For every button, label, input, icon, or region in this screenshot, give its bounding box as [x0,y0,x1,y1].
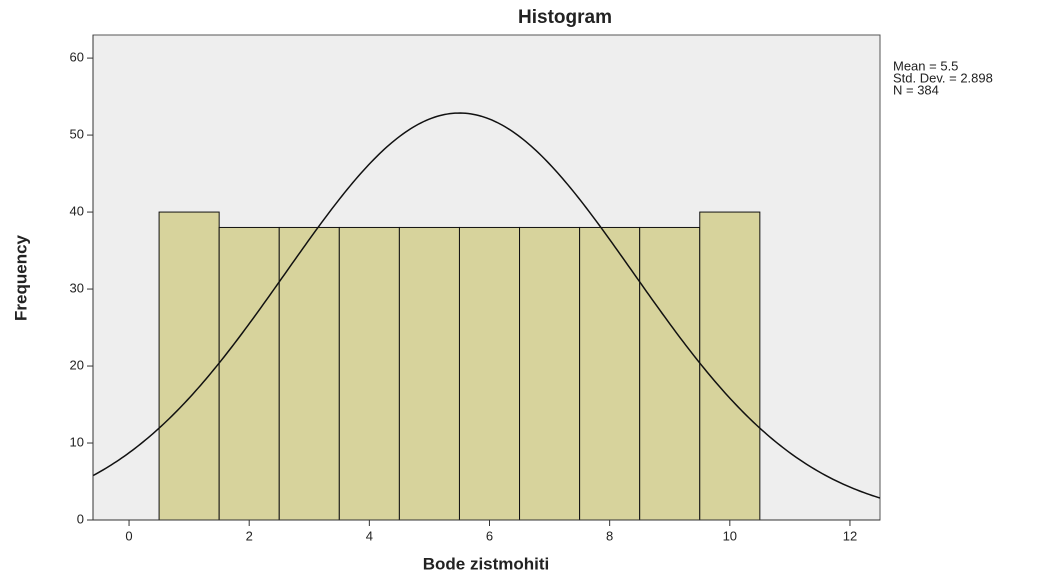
x-tick-label: 12 [843,528,857,543]
x-tick-label: 6 [486,528,493,543]
y-tick-label: 10 [70,434,84,449]
bar [579,226,641,521]
bars [158,211,761,521]
bar [338,226,400,521]
bar [158,211,220,521]
bar [278,226,340,521]
bar [398,226,460,521]
stat-label: Std. Dev. = 2.898 [893,70,993,85]
y-tick-label: 0 [77,511,84,526]
chart-title: Histogram [518,7,612,28]
stat-label: Mean = 5.5 [893,58,958,73]
bar [218,226,280,521]
bar [519,226,581,521]
x-tick-label: 10 [723,528,737,543]
x-tick-label: 0 [125,528,132,543]
bar [458,226,521,521]
bar [639,226,701,521]
x-tick-label: 8 [606,528,613,543]
bar [699,211,761,521]
x-axis-title: Bode zistmohiti [423,554,550,573]
normal-curve [93,112,880,499]
y-tick-label: 60 [70,50,84,65]
y-axis-title: Frequency [11,234,30,321]
x-tick-label: 4 [366,528,373,543]
stat-label: N = 384 [893,82,939,97]
y-tick-label: 50 [70,127,84,142]
axes: 0 10 20 30 40 50 60 0 2 4 6 8 10 12 [70,35,880,543]
x-tick-label: 2 [246,528,253,543]
normal-curve-group [93,112,880,499]
y-tick-label: 40 [70,204,84,219]
y-tick-label: 20 [70,357,84,372]
y-tick-label: 30 [70,280,84,295]
